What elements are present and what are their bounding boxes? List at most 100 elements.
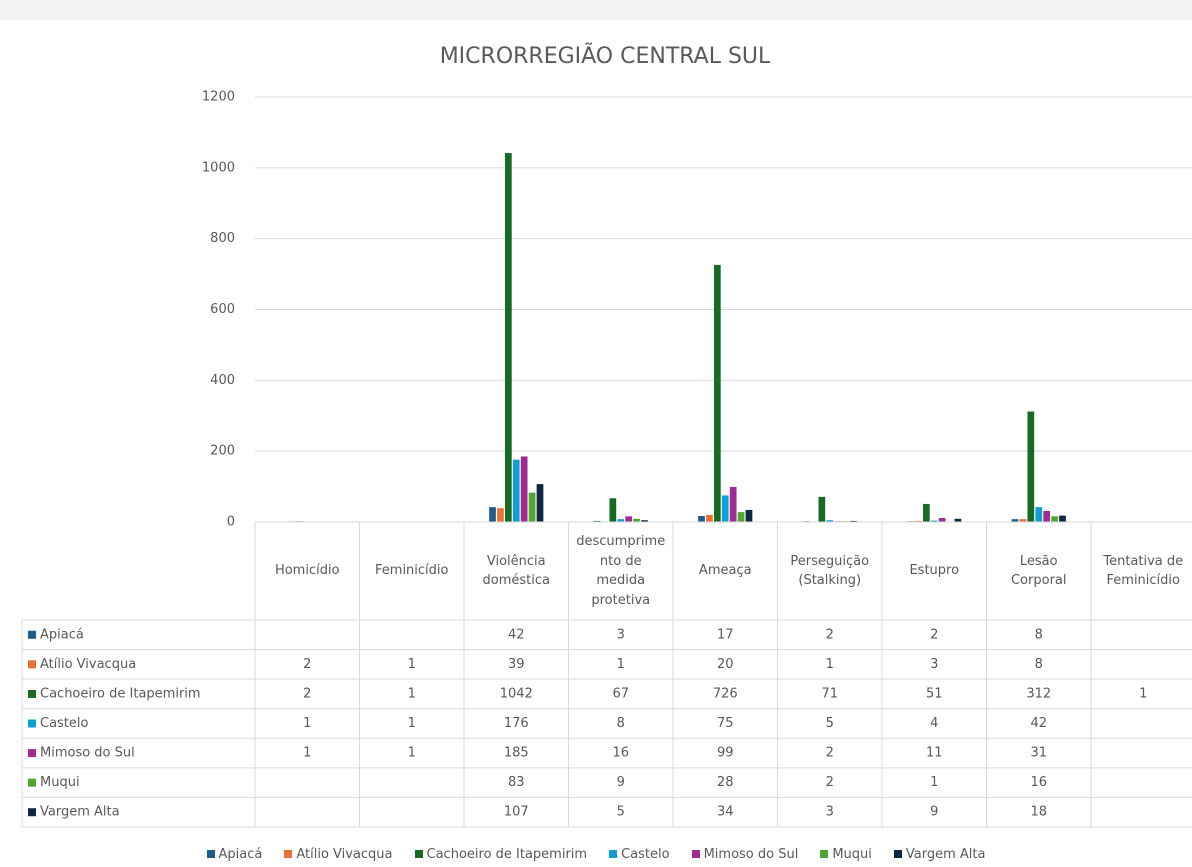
table-value: 1	[408, 716, 416, 731]
legend-item: Castelo	[609, 847, 670, 862]
bar	[818, 496, 826, 522]
bar	[938, 518, 946, 522]
bar	[737, 512, 745, 522]
series-name: Atílio Vivacqua	[40, 657, 136, 672]
legend-label: Muqui	[832, 847, 872, 862]
table-value: 20	[717, 657, 734, 672]
bar	[698, 515, 705, 522]
bar	[930, 520, 938, 522]
table-value: 185	[504, 746, 529, 761]
legend-label: Cachoeiro de Itapemirim	[426, 847, 588, 862]
bar	[1019, 519, 1027, 522]
legend-key	[28, 689, 36, 698]
bar	[1051, 516, 1058, 522]
top-bar	[0, 0, 1192, 20]
table-value: 1	[408, 746, 416, 761]
bar	[512, 459, 520, 522]
legend-item: Muqui	[820, 847, 872, 862]
table-value: 67	[612, 686, 629, 701]
table-value: 1042	[500, 686, 533, 701]
legend-label: Apiacá	[218, 847, 263, 862]
y-tick-label: 1200	[202, 90, 235, 105]
bar	[1059, 515, 1066, 522]
x-tick-label: Homicídio	[274, 563, 340, 579]
legend-swatch	[893, 850, 902, 858]
cell-box: Homicídio	[274, 563, 340, 579]
table-value: 3	[826, 805, 834, 820]
y-tick-label: 400	[210, 373, 235, 388]
bar	[706, 514, 713, 522]
x-tick-label: Violência doméstica	[482, 553, 550, 589]
bar	[520, 456, 528, 522]
cell-box: descumprimento de medida protetiva	[576, 534, 665, 608]
y-tick-label: 800	[210, 231, 235, 246]
table-value: 8	[1035, 657, 1043, 672]
x-tick-label: Tentativa de Feminicídio	[1103, 553, 1184, 589]
bar	[497, 508, 504, 522]
table-value: 1	[408, 657, 416, 672]
legend-key	[28, 749, 36, 758]
cell-box: Violência doméstica	[482, 553, 550, 589]
series-name: Castelo	[40, 716, 89, 731]
legend-label: Castelo	[621, 847, 670, 862]
table-value: 8	[1035, 627, 1043, 642]
series-name: Apiacá	[40, 627, 84, 642]
table-value: 1	[1139, 686, 1147, 701]
legend-key	[28, 808, 36, 817]
legend-label: Vargem Alta	[905, 847, 986, 862]
bar	[504, 152, 512, 523]
bar	[915, 520, 922, 522]
legend-swatch	[414, 850, 423, 858]
legend-key	[28, 660, 36, 669]
bar	[1035, 507, 1043, 522]
table-value: 1	[303, 746, 311, 761]
bar	[713, 264, 721, 522]
series-name: Cachoeiro de Itapemirim	[40, 686, 201, 701]
table-value: 11	[926, 746, 943, 761]
legend-swatch	[691, 850, 700, 858]
legend-swatch	[284, 850, 293, 858]
table-value: 34	[717, 805, 734, 820]
table-value: 9	[930, 805, 938, 820]
table-value: 42	[508, 627, 525, 642]
legend-item: Atílio Vivacqua	[284, 847, 393, 862]
table-value: 2	[826, 775, 834, 790]
bar	[489, 507, 496, 522]
bar	[850, 520, 857, 522]
bar	[633, 518, 640, 522]
bar	[1043, 511, 1051, 522]
table-value: 1	[930, 775, 938, 790]
bar	[609, 498, 617, 522]
legend-item: Cachoeiro de Itapemirim	[414, 847, 588, 862]
legend-item: Vargem Alta	[893, 847, 986, 862]
bar	[922, 503, 930, 522]
table-value: 1	[617, 657, 625, 672]
table-value: 107	[504, 805, 529, 820]
table-value: 2	[826, 627, 834, 642]
series-name: Vargem Alta	[40, 805, 120, 820]
cell-box: Lesão Corporal	[1011, 554, 1067, 589]
cell-box: Feminicídio	[375, 563, 448, 578]
bar	[721, 495, 729, 522]
table-value: 176	[504, 716, 529, 731]
cell-box: Estupro	[909, 563, 959, 578]
table-value: 17	[717, 627, 734, 642]
bar	[1011, 519, 1019, 522]
bar	[1027, 411, 1035, 522]
table-value: 2	[930, 627, 938, 642]
bar	[625, 516, 633, 522]
table-value: 312	[1026, 686, 1051, 701]
x-tick-label: Perseguição (Stalking)	[790, 553, 870, 589]
y-tick-label: 600	[210, 302, 235, 317]
table-value: 39	[508, 657, 525, 672]
table-value: 726	[713, 686, 738, 701]
table-value: 16	[1030, 775, 1047, 790]
bar	[745, 509, 753, 522]
legend-item: Apiacá	[206, 847, 263, 862]
table-value: 2	[826, 746, 834, 761]
table-value: 8	[617, 716, 625, 731]
table-value: 31	[1030, 746, 1047, 761]
y-tick-label: 0	[227, 515, 235, 530]
bar	[593, 520, 601, 522]
cell-box: Perseguição (Stalking)	[790, 553, 870, 589]
